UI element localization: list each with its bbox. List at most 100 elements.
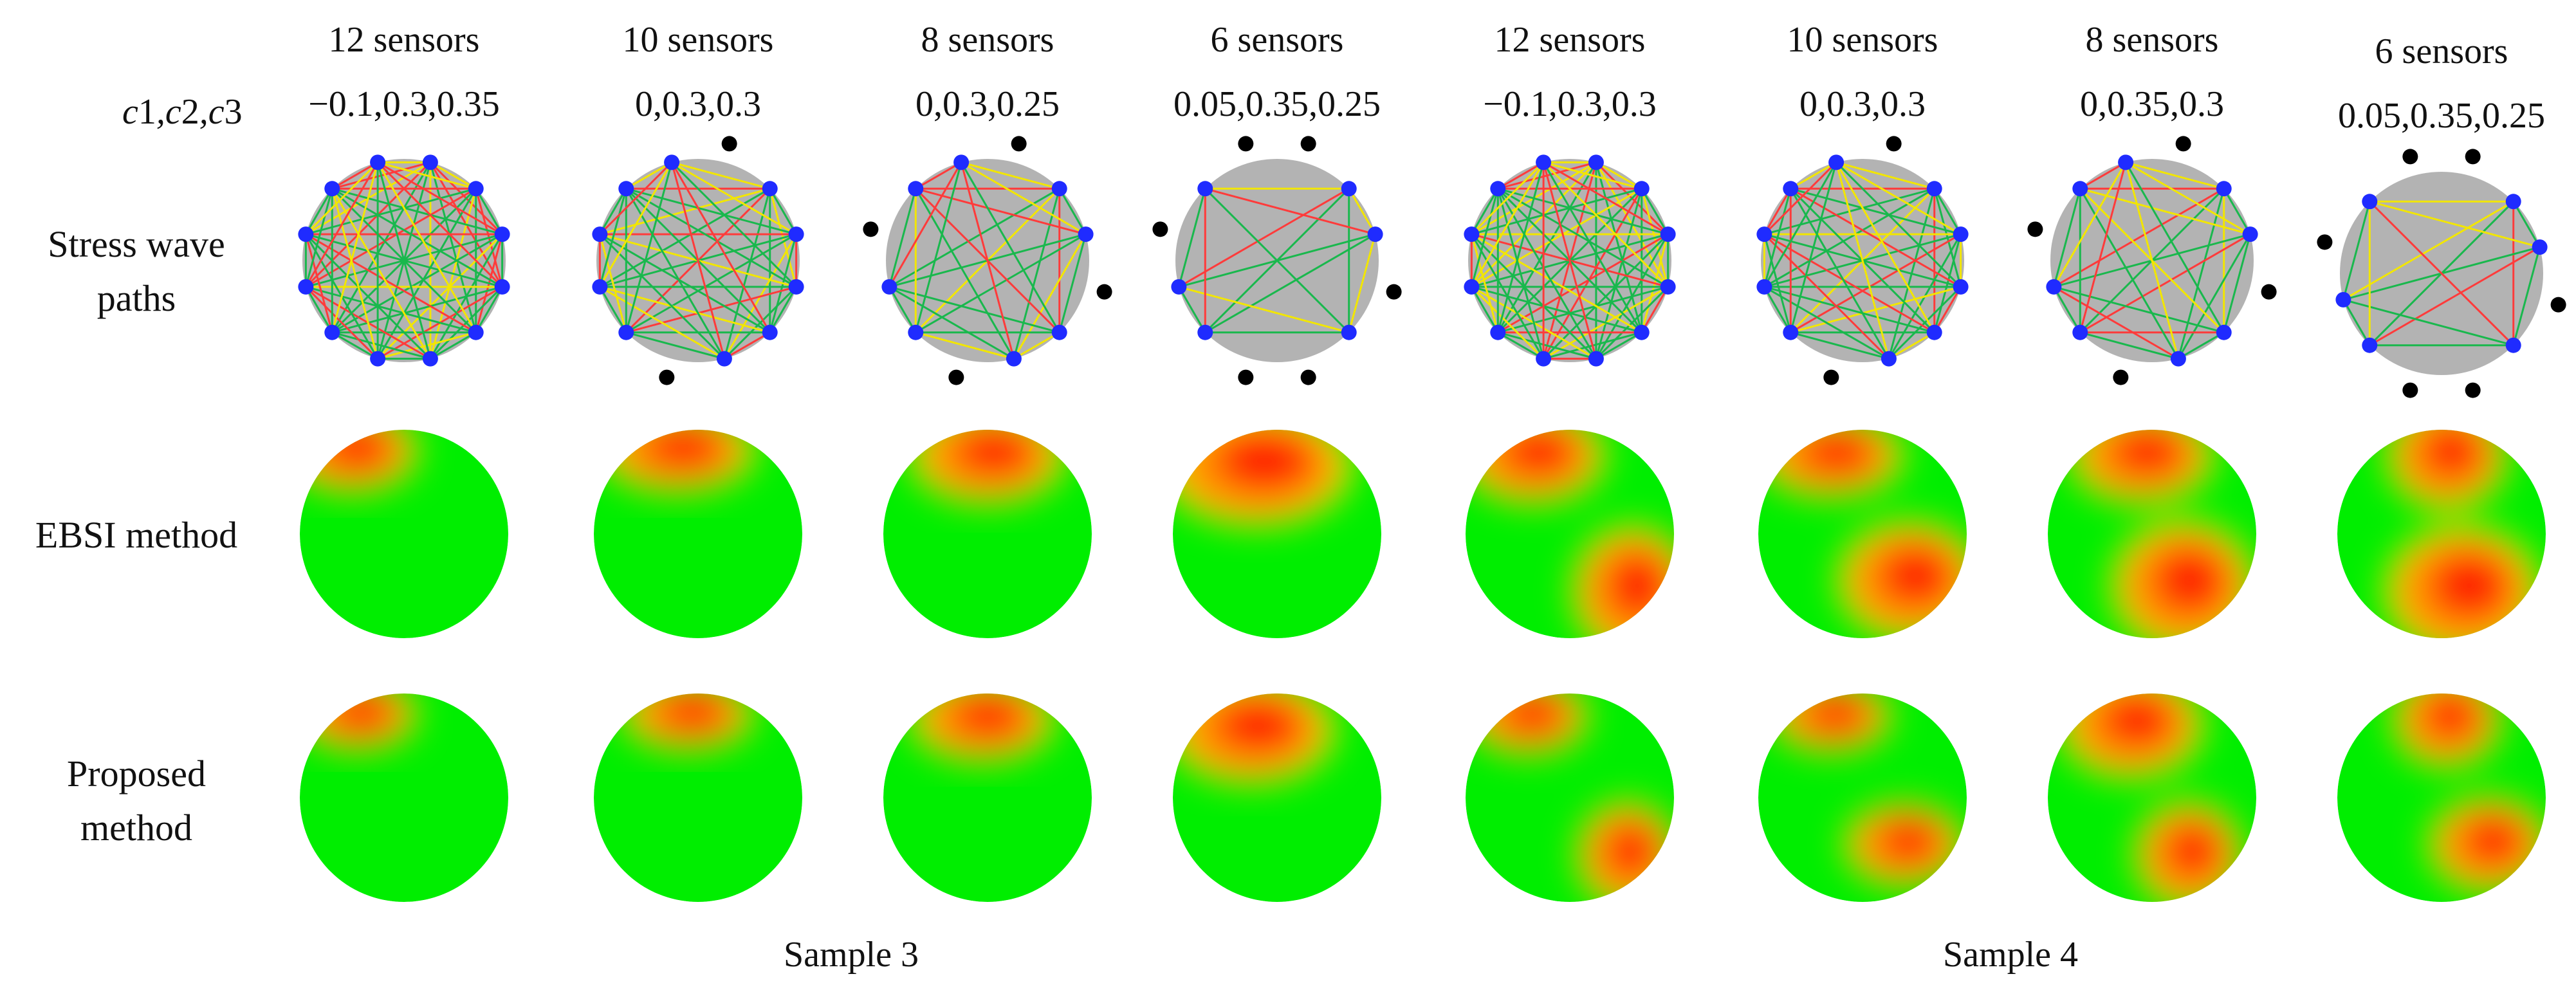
wave-path	[599, 161, 673, 288]
active-sensor	[2242, 226, 2258, 243]
wave-path	[1013, 331, 1060, 360]
wave-path	[1763, 161, 1837, 235]
wave-path	[2053, 161, 2127, 288]
wave-path	[1177, 188, 1206, 288]
sample-3-label: Sample 3	[784, 935, 919, 975]
active-sensor	[618, 181, 634, 197]
wave-path	[769, 286, 797, 333]
wave-path	[2369, 246, 2541, 347]
wave-path	[915, 233, 1087, 334]
wave-path	[915, 331, 1015, 360]
inactive-sensor	[2465, 382, 2481, 398]
paths-diagram-col-1	[298, 154, 510, 367]
defect-core	[1605, 822, 1658, 879]
wave-path	[2079, 233, 2251, 334]
proposed-heatmap-col-8	[2337, 693, 2546, 902]
column-3-parameters: 0,0.3,0.25	[915, 84, 1060, 124]
active-sensor	[592, 226, 608, 243]
defect-core	[2462, 815, 2525, 866]
wave-path	[2512, 201, 2541, 248]
wave-path	[599, 234, 725, 360]
active-sensor	[2072, 324, 2088, 340]
wave-path	[304, 234, 333, 333]
inactive-sensor	[2261, 284, 2277, 300]
active-sensor	[716, 351, 732, 367]
wave-path	[331, 161, 379, 333]
wave-path	[915, 161, 962, 190]
wave-path	[599, 286, 771, 334]
params-row-label: c1,c2,c3	[122, 92, 243, 132]
column-8-sensor-count: 6 sensors	[2375, 32, 2508, 71]
wave-path	[377, 161, 477, 190]
wave-path	[598, 188, 627, 288]
defect-core	[1606, 551, 1669, 620]
wave-path	[1542, 161, 1643, 333]
defect-core	[2152, 546, 2227, 615]
wave-path	[331, 161, 378, 190]
wave-path	[1471, 286, 1642, 334]
wave-path	[1763, 188, 1792, 235]
defect-core	[331, 693, 394, 730]
wave-path	[888, 187, 1060, 288]
active-sensor	[908, 324, 924, 340]
wave-path	[1543, 161, 1669, 288]
active-sensor	[1828, 154, 1845, 170]
ebsi-heatmap-col-3	[883, 430, 1092, 638]
wave-path	[1790, 331, 1890, 360]
active-sensor	[1783, 324, 1799, 340]
wave-path	[1471, 286, 1545, 360]
wave-path	[888, 286, 1015, 360]
wave-path	[331, 188, 432, 360]
wave-path	[888, 286, 1060, 334]
wave-path	[377, 161, 503, 288]
wave-path	[1790, 233, 1962, 334]
wave-path	[1471, 161, 1545, 235]
wave-path	[1789, 161, 1837, 333]
active-sensor	[1367, 226, 1383, 243]
active-sensor	[1341, 324, 1357, 340]
wave-path	[331, 331, 431, 360]
wave-path	[2053, 286, 2225, 334]
wave-path	[1497, 331, 1597, 360]
wave-path	[331, 233, 503, 334]
active-sensor	[2505, 194, 2521, 210]
wave-path	[1763, 233, 1935, 334]
inactive-sensor	[1096, 284, 1112, 300]
wave-path	[1470, 188, 1499, 288]
wave-path	[1204, 188, 1350, 333]
wave-path	[1348, 188, 1376, 235]
active-sensor	[1926, 324, 1942, 340]
defect-core	[1878, 819, 1941, 863]
inactive-sensor	[1238, 369, 1254, 385]
defect-core	[2420, 430, 2483, 479]
wave-path	[305, 286, 333, 333]
defect-core	[1502, 430, 1578, 477]
wave-path	[671, 161, 797, 235]
wave-path	[2177, 188, 2225, 360]
wave-path	[2124, 161, 2180, 360]
wave-path	[2125, 161, 2251, 235]
proposed-heatmap-col-7	[2048, 693, 2256, 902]
ebsi-heatmap-col-6	[1758, 430, 1967, 638]
wave-path	[1763, 234, 1890, 360]
active-sensor	[1588, 154, 1604, 170]
active-sensor	[1783, 181, 1799, 197]
defect-core	[1805, 694, 1868, 732]
wave-path	[1471, 188, 1499, 235]
wave-path	[305, 234, 431, 360]
wave-path	[2079, 161, 2127, 333]
wave-path	[1178, 286, 1206, 333]
wave-path	[1058, 188, 1087, 235]
wave-path	[1348, 234, 1377, 333]
wave-path	[1835, 161, 1962, 235]
wave-path	[1178, 286, 1350, 334]
inactive-sensor	[1011, 136, 1027, 152]
column-1-sensor-count: 12 sensors	[328, 20, 480, 60]
defect-core	[1878, 544, 1953, 607]
stress-wave-paths-row	[298, 136, 2566, 398]
active-sensor	[1588, 351, 1604, 367]
active-sensor	[494, 226, 510, 243]
inactive-sensor	[721, 136, 737, 152]
defect-core	[1214, 430, 1315, 493]
proposed-method-row-label: Proposed method	[67, 752, 206, 849]
